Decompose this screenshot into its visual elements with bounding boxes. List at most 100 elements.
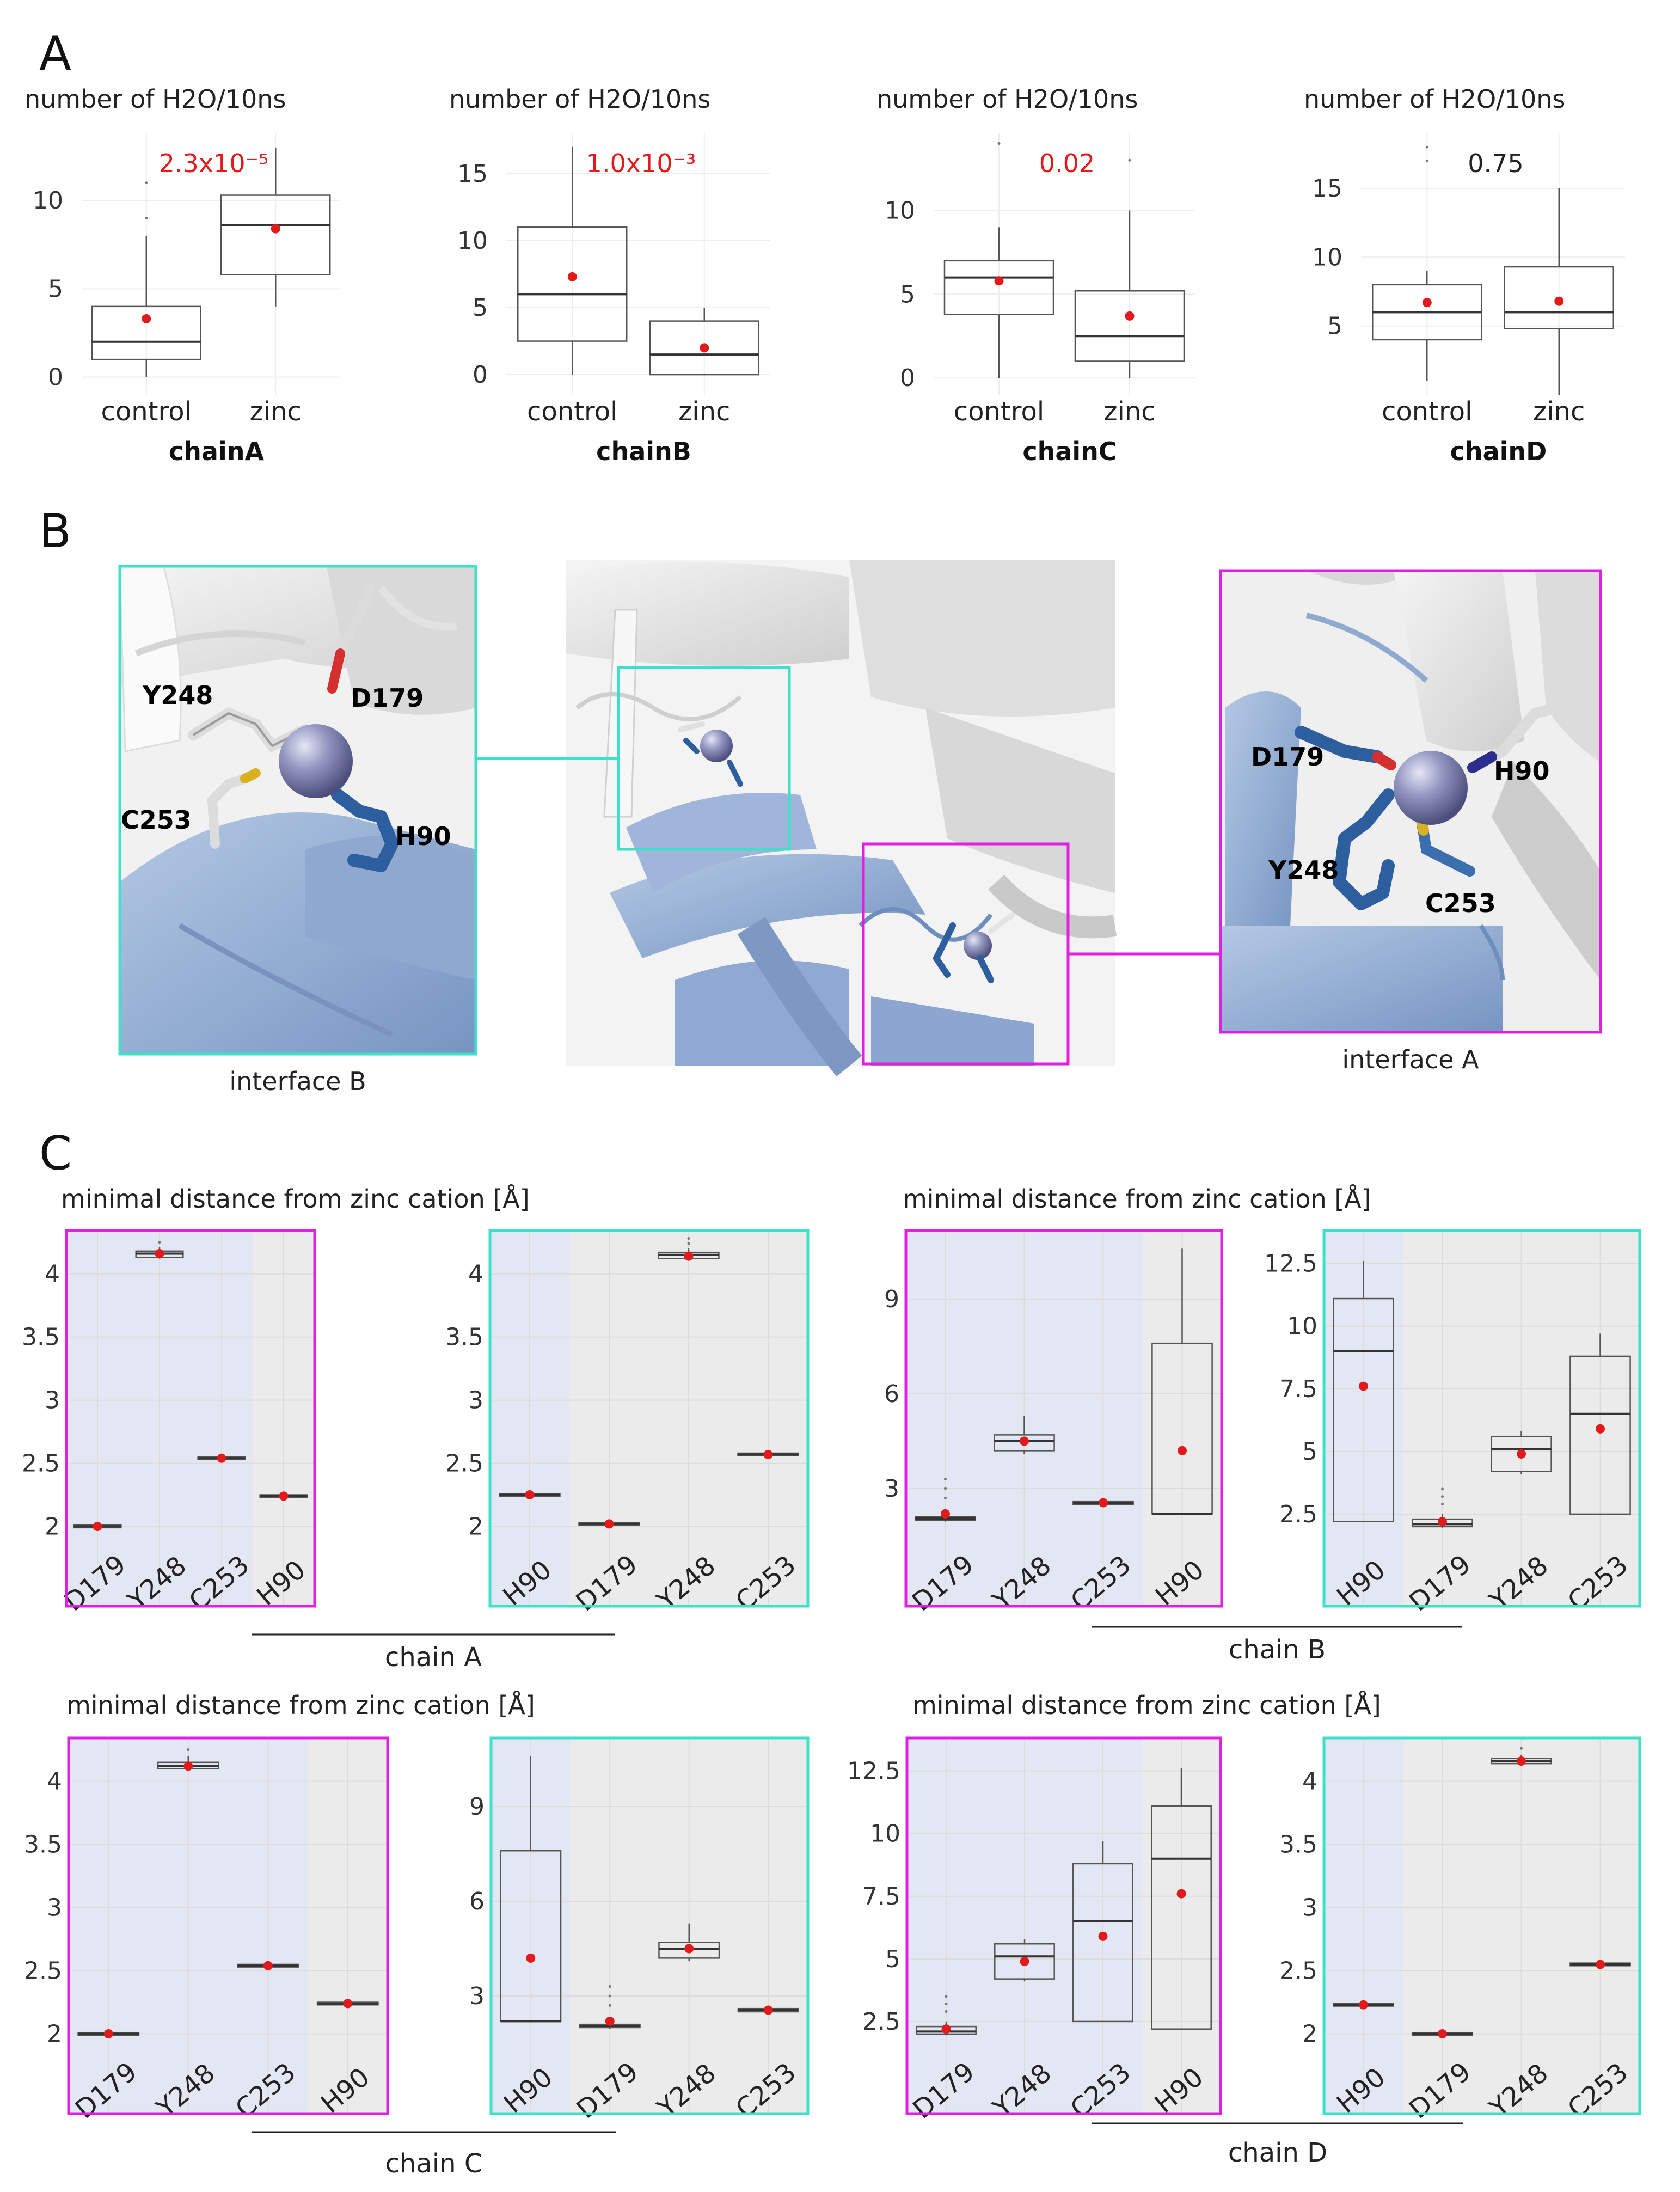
y-tick-label: 6 <box>469 1888 485 1915</box>
x-tick-label: zinc <box>250 396 302 427</box>
y-axis-label: minimal distance from zinc cation [Å] <box>912 1691 1381 1720</box>
plot-frame-interface-b <box>1322 1229 1641 1608</box>
plot-frame-interface-b <box>1322 1736 1641 2115</box>
distance-outlier <box>945 2010 948 2013</box>
distance-mean-point <box>684 1251 694 1261</box>
interface-a-label-h90: H90 <box>1494 756 1550 786</box>
y-tick-label: 9 <box>469 1793 485 1821</box>
y-tick-label: 4 <box>468 1260 483 1288</box>
distance-mean-point <box>217 1453 226 1463</box>
y-tick-label: 4 <box>45 1260 60 1288</box>
y-tick-label: 3 <box>1302 1894 1317 1922</box>
water-chart-chainD: 5 10 15 number of H2O/10ns 0.75 control zinc ch… <box>1304 84 1625 466</box>
y-tick-label: 4 <box>47 1768 62 1796</box>
y-tick-label: 2 <box>1302 2020 1317 2048</box>
y-tick-label: 3.5 <box>22 1324 60 1351</box>
distance-outlier <box>944 1478 947 1481</box>
distance-outlier <box>158 1241 161 1244</box>
distance-box <box>994 1943 1055 1980</box>
y-tick-label: 10 <box>1287 1313 1317 1340</box>
water-mean-point <box>1422 298 1432 308</box>
distance-outlier <box>687 1237 690 1240</box>
distance-mean-point <box>1596 1424 1605 1434</box>
y-tick-label: 7.5 <box>1279 1375 1317 1403</box>
y-axis-label: minimal distance from zinc cation [Å] <box>66 1691 535 1720</box>
interface-a-inset: D179 H90 Y248 C253 <box>1219 569 1602 1034</box>
distance-box <box>500 1850 562 2022</box>
y-tick-label: 3.5 <box>24 1831 62 1859</box>
distance-mean-point <box>941 2024 951 2034</box>
distance-outlier <box>1520 1747 1523 1750</box>
chain-label: chainB <box>596 437 691 466</box>
y-tick-label: 15 <box>1312 175 1342 203</box>
y-tick-label: 3.5 <box>1279 1831 1317 1859</box>
distance-mean-point <box>155 1248 164 1258</box>
y-tick-label: 2.5 <box>445 1450 483 1478</box>
y-tick-label: 10 <box>1312 243 1342 271</box>
water-mean-point <box>271 224 280 234</box>
y-tick-label: 5 <box>473 294 488 322</box>
y-axis-label: minimal distance from zinc cation [Å] <box>61 1184 530 1214</box>
x-tick-label: zinc <box>678 396 730 427</box>
water-chart-chainC: 0 5 10 number of H2O/10ns 0.02 control zinc cha… <box>876 84 1195 466</box>
y-tick-label: 2.5 <box>862 2008 900 2036</box>
y-tick-label: 0 <box>473 361 488 389</box>
distance-outlier <box>687 1242 690 1245</box>
water-mean-point <box>1125 311 1135 321</box>
y-tick-label: 2.5 <box>24 1957 62 1985</box>
y-tick-label: 15 <box>457 160 488 188</box>
distance-outlier <box>945 2003 948 2006</box>
distance-box <box>1072 1863 1133 2023</box>
water-outlier <box>145 181 148 185</box>
water-chart-chainB: 0 5 10 15 number of H2O/10ns 1.0x10⁻³ control z… <box>449 84 770 466</box>
x-tick-label: control <box>1382 396 1472 427</box>
distance-mean-point <box>1176 1889 1186 1899</box>
water-outlier <box>997 142 1001 145</box>
x-tick-label: zinc <box>1103 396 1155 427</box>
water-mean-point <box>700 343 709 353</box>
interface-a-label-c253: C253 <box>1425 889 1496 918</box>
interface-b-label-h90: H90 <box>395 822 451 851</box>
chain-label: chain C <box>385 2148 483 2179</box>
y-tick-label: 9 <box>884 1285 899 1313</box>
y-axis-label: number of H2O/10ns <box>449 84 710 114</box>
y-tick-label: 10 <box>33 187 63 215</box>
y-tick-label: 3.5 <box>445 1324 483 1351</box>
panel-b-structures: Y248 D179 C253 H90 interface B <box>118 560 1602 1096</box>
distance-mean-point <box>763 2005 773 2015</box>
y-tick-label: 12.5 <box>847 1758 900 1785</box>
water-box <box>943 260 1054 315</box>
y-axis-label: minimal distance from zinc cation [Å] <box>903 1184 1371 1214</box>
y-tick-label: 5 <box>1302 1438 1317 1466</box>
y-tick-label: 3 <box>469 1982 485 2010</box>
distance-mean-point <box>263 1961 273 1970</box>
water-box <box>1504 266 1614 329</box>
y-tick-label: 3 <box>468 1387 483 1415</box>
distance-outlier <box>187 1748 190 1752</box>
y-tick-label: 0 <box>900 364 915 392</box>
plot-frame-interface-a <box>905 1736 1222 2115</box>
plot-frame-interface-b <box>488 1229 810 1608</box>
y-tick-label: 2 <box>45 1513 60 1541</box>
distance-box <box>1569 1355 1631 1515</box>
y-tick-label: 2 <box>468 1513 483 1541</box>
distance-mean-point <box>1099 1498 1108 1508</box>
y-tick-label: 2 <box>47 2020 62 2048</box>
y-tick-label: 2.5 <box>22 1450 60 1478</box>
x-tick-label: zinc <box>1533 396 1585 427</box>
distance-mean-point <box>605 2016 615 2026</box>
distance-outlier <box>1441 1502 1444 1505</box>
y-tick-label: 3 <box>884 1475 899 1503</box>
water-box <box>91 305 201 360</box>
y-tick-label: 5 <box>1327 313 1342 340</box>
distance-mean-point <box>279 1491 289 1501</box>
panel-letter-b: B <box>39 504 71 559</box>
plot-frame-interface-a <box>67 1736 389 2115</box>
plot-frame-interface-b <box>489 1736 810 2115</box>
chain-label: chain D <box>1228 2138 1327 2168</box>
